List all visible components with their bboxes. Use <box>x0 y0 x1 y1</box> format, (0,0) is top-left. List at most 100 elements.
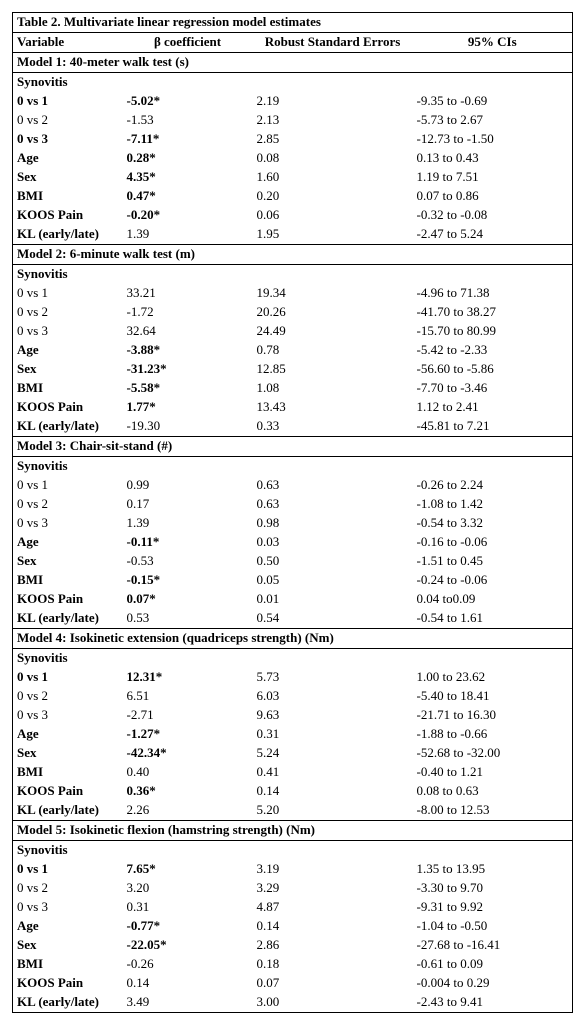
cell-beta: -22.05* <box>123 936 253 955</box>
cell-variable: KOOS Pain <box>13 206 123 225</box>
cell-variable: 0 vs 2 <box>13 495 123 514</box>
cell-beta: 0.40 <box>123 763 253 782</box>
cell-beta: 0.53 <box>123 609 253 629</box>
cell-beta: 4.35* <box>123 168 253 187</box>
cell-ci: -0.40 to 1.21 <box>413 763 573 782</box>
cell-ci: -0.26 to 2.24 <box>413 476 573 495</box>
cell-ci: -27.68 to -16.41 <box>413 936 573 955</box>
cell-ci: 0.13 to 0.43 <box>413 149 573 168</box>
cell-se: 2.85 <box>253 130 413 149</box>
cell-beta: -5.02* <box>123 92 253 111</box>
cell-variable: 0 vs 1 <box>13 668 123 687</box>
cell-ci: -1.88 to -0.66 <box>413 725 573 744</box>
cell-beta: -1.72 <box>123 303 253 322</box>
cell-se: 0.05 <box>253 571 413 590</box>
model-label: Model 4: Isokinetic extension (quadricep… <box>13 629 573 649</box>
cell-se: 2.13 <box>253 111 413 130</box>
cell-variable: BMI <box>13 955 123 974</box>
cell-se: 2.19 <box>253 92 413 111</box>
cell-ci: -41.70 to 38.27 <box>413 303 573 322</box>
cell-beta: 0.36* <box>123 782 253 801</box>
cell-variable: KL (early/late) <box>13 993 123 1013</box>
cell-variable: 0 vs 1 <box>13 92 123 111</box>
col-header-se: Robust Standard Errors <box>253 33 413 53</box>
cell-beta: 1.77* <box>123 398 253 417</box>
cell-se: 5.20 <box>253 801 413 821</box>
cell-beta: 0.28* <box>123 149 253 168</box>
cell-beta: -0.53 <box>123 552 253 571</box>
cell-beta: 1.39 <box>123 225 253 245</box>
cell-ci: 1.19 to 7.51 <box>413 168 573 187</box>
cell-beta: 3.49 <box>123 993 253 1013</box>
cell-se: 0.06 <box>253 206 413 225</box>
cell-variable: BMI <box>13 187 123 206</box>
cell-variable: 0 vs 1 <box>13 284 123 303</box>
cell-beta: 1.39 <box>123 514 253 533</box>
cell-se: 3.00 <box>253 993 413 1013</box>
cell-variable: Sex <box>13 360 123 379</box>
cell-variable: Sex <box>13 936 123 955</box>
cell-ci: -8.00 to 12.53 <box>413 801 573 821</box>
cell-ci: -1.51 to 0.45 <box>413 552 573 571</box>
cell-se: 1.95 <box>253 225 413 245</box>
cell-beta: -0.26 <box>123 955 253 974</box>
cell-variable: 0 vs 3 <box>13 898 123 917</box>
cell-variable: BMI <box>13 571 123 590</box>
cell-se: 0.33 <box>253 417 413 437</box>
cell-ci: -0.61 to 0.09 <box>413 955 573 974</box>
cell-beta: 7.65* <box>123 860 253 879</box>
cell-beta: -3.88* <box>123 341 253 360</box>
col-header-ci: 95% CIs <box>413 33 573 53</box>
cell-se: 20.26 <box>253 303 413 322</box>
cell-beta: 33.21 <box>123 284 253 303</box>
cell-variable: 0 vs 2 <box>13 111 123 130</box>
cell-se: 0.63 <box>253 476 413 495</box>
cell-ci: -4.96 to 71.38 <box>413 284 573 303</box>
cell-beta: 0.14 <box>123 974 253 993</box>
cell-beta: -2.71 <box>123 706 253 725</box>
cell-se: 0.54 <box>253 609 413 629</box>
cell-se: 0.07 <box>253 974 413 993</box>
cell-se: 5.73 <box>253 668 413 687</box>
cell-ci: -15.70 to 80.99 <box>413 322 573 341</box>
cell-ci: 0.07 to 0.86 <box>413 187 573 206</box>
cell-se: 0.31 <box>253 725 413 744</box>
cell-ci: -0.54 to 3.32 <box>413 514 573 533</box>
col-header-variable: Variable <box>13 33 123 53</box>
cell-se: 1.60 <box>253 168 413 187</box>
cell-se: 0.78 <box>253 341 413 360</box>
cell-variable: Age <box>13 533 123 552</box>
cell-se: 0.01 <box>253 590 413 609</box>
subheader: Synovitis <box>13 457 573 477</box>
cell-ci: -21.71 to 16.30 <box>413 706 573 725</box>
cell-ci: -56.60 to -5.86 <box>413 360 573 379</box>
cell-ci: 1.12 to 2.41 <box>413 398 573 417</box>
cell-se: 2.86 <box>253 936 413 955</box>
cell-ci: 1.00 to 23.62 <box>413 668 573 687</box>
cell-variable: Age <box>13 725 123 744</box>
cell-se: 13.43 <box>253 398 413 417</box>
cell-ci: -0.16 to -0.06 <box>413 533 573 552</box>
cell-variable: KL (early/late) <box>13 225 123 245</box>
cell-ci: -9.35 to -0.69 <box>413 92 573 111</box>
cell-beta: 0.07* <box>123 590 253 609</box>
cell-se: 5.24 <box>253 744 413 763</box>
cell-se: 3.29 <box>253 879 413 898</box>
cell-variable: BMI <box>13 763 123 782</box>
model-label: Model 1: 40-meter walk test (s) <box>13 53 573 73</box>
cell-ci: -3.30 to 9.70 <box>413 879 573 898</box>
cell-variable: BMI <box>13 379 123 398</box>
cell-se: 0.08 <box>253 149 413 168</box>
cell-variable: Sex <box>13 168 123 187</box>
cell-ci: -2.43 to 9.41 <box>413 993 573 1013</box>
cell-beta: -31.23* <box>123 360 253 379</box>
cell-se: 0.14 <box>253 917 413 936</box>
cell-ci: -0.54 to 1.61 <box>413 609 573 629</box>
cell-beta: 2.26 <box>123 801 253 821</box>
cell-beta: 12.31* <box>123 668 253 687</box>
cell-ci: -12.73 to -1.50 <box>413 130 573 149</box>
subheader: Synovitis <box>13 649 573 669</box>
cell-ci: -5.40 to 18.41 <box>413 687 573 706</box>
cell-ci: -2.47 to 5.24 <box>413 225 573 245</box>
cell-ci: -52.68 to -32.00 <box>413 744 573 763</box>
